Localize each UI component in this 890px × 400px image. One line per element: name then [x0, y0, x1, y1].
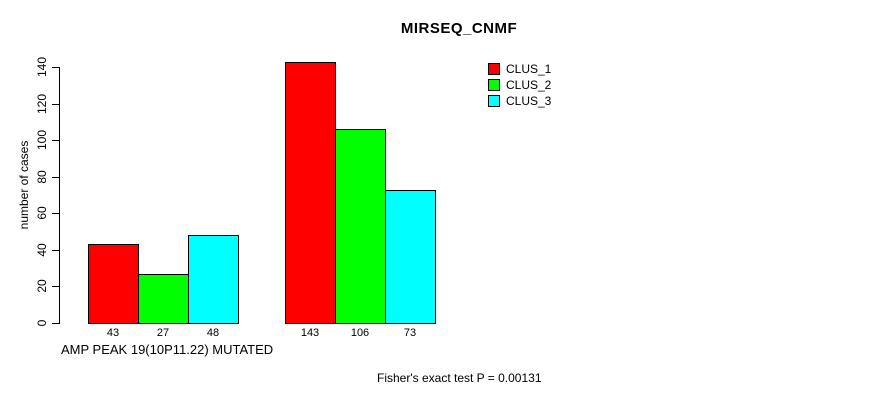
legend-item: CLUS_2	[488, 77, 551, 93]
legend-item: CLUS_3	[488, 93, 551, 109]
bar-value-label: 27	[156, 327, 170, 339]
bar-clus_3-group-1	[188, 235, 239, 324]
legend-item: CLUS_1	[488, 61, 551, 77]
y-axis-tick	[52, 177, 59, 178]
y-axis-line	[59, 67, 60, 324]
y-axis-tick	[52, 323, 59, 324]
y-axis-tick-label: 60	[35, 206, 49, 220]
legend-swatch-clus_1	[488, 63, 500, 75]
y-axis-tick-label: 0	[35, 319, 49, 327]
y-axis-label: number of cases	[17, 140, 31, 230]
x-axis-label: AMP PEAK 19(10P11.22) MUTATED	[61, 342, 274, 357]
y-axis-tick-label: 100	[35, 129, 49, 151]
bar-clus_2-group-1	[138, 274, 189, 324]
y-axis-tick	[52, 140, 59, 141]
y-axis-tick-label: 140	[35, 56, 49, 78]
y-axis-tick	[52, 286, 59, 287]
bar-clus_2-group-2	[335, 129, 386, 324]
legend-label: CLUS_2	[506, 78, 552, 92]
bar-value-label: 43	[106, 327, 120, 339]
y-axis-tick	[52, 213, 59, 214]
fisher-test-annotation: Fisher's exact test P = 0.00131	[377, 371, 542, 385]
y-axis-tick	[52, 104, 59, 105]
bar-clus_1-group-2	[285, 62, 336, 324]
bar-clus_1-group-1	[88, 244, 139, 324]
y-axis-tick	[52, 250, 59, 251]
y-axis-tick-label: 120	[35, 93, 49, 115]
bar-value-label: 48	[206, 327, 220, 339]
chart-title: MIRSEQ_CNMF	[400, 20, 518, 37]
bar-clus_3-group-2	[385, 190, 436, 324]
y-axis-tick-label: 40	[35, 243, 49, 257]
bar-value-label: 106	[350, 327, 370, 339]
bar-value-label: 143	[300, 327, 320, 339]
legend-label: CLUS_1	[506, 62, 552, 76]
legend-label: CLUS_3	[506, 94, 552, 108]
y-axis-tick	[52, 67, 59, 68]
bar-value-label: 73	[403, 327, 417, 339]
y-axis-tick-label: 80	[35, 170, 49, 184]
legend-swatch-clus_2	[488, 79, 500, 91]
y-axis-tick-label: 20	[35, 279, 49, 293]
legend-swatch-clus_3	[488, 95, 500, 107]
